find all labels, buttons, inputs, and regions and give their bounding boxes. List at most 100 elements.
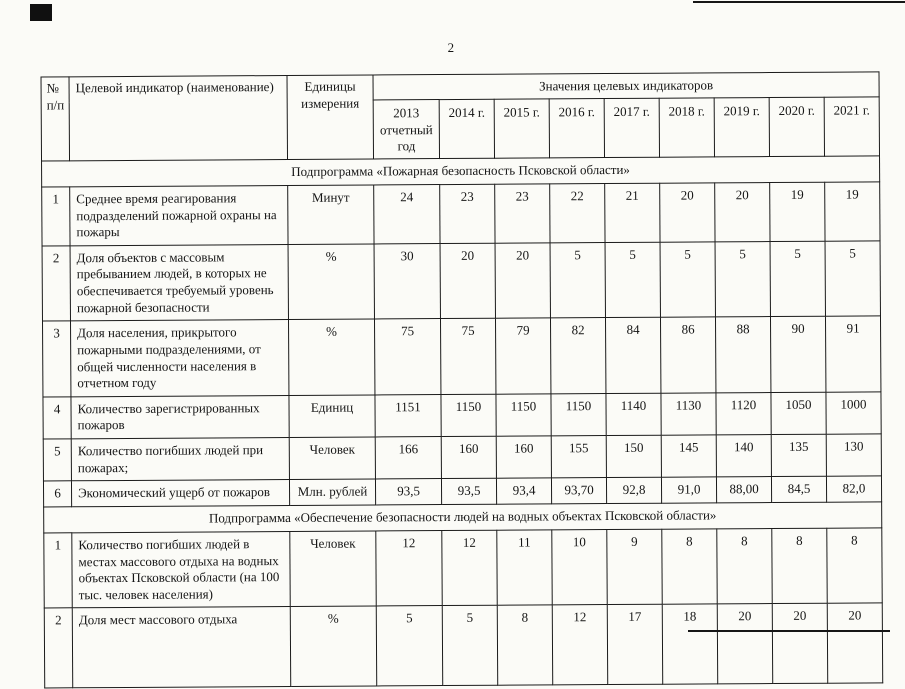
cell-row-number: 5 (43, 438, 72, 482)
cell-units: % (290, 606, 377, 687)
cell-year-value: 5 (715, 241, 771, 318)
cell-year-value: 150 (606, 435, 662, 478)
col-header-year-2020: 2020 г. (769, 97, 825, 157)
cell-year-value: 93,70 (551, 477, 607, 504)
cell-year-value: 22 (549, 183, 606, 243)
cell-year-value: 166 (375, 436, 442, 480)
cell-year-value: 75 (374, 318, 441, 395)
cell-year-value: 5 (442, 605, 498, 686)
scan-artifact-line-top (693, 1, 905, 3)
cell-year-value: 155 (551, 435, 607, 479)
cell-year-value: 1000 (825, 391, 882, 435)
col-header-year-2021: 2021 г. (824, 96, 880, 157)
cell-year-value: 8 (716, 528, 773, 605)
col-header-year-2014: 2014 г. (439, 99, 495, 159)
table-row: 4 Количество зарегистрированных пожаров Ед… (42, 391, 882, 439)
cell-row-number: 1 (43, 532, 73, 609)
cell-year-value: 12 (441, 530, 498, 606)
col-header-year-2015: 2015 г. (494, 98, 550, 159)
cell-row-number: 2 (42, 245, 71, 322)
cell-year-value: 86 (660, 317, 716, 393)
cell-year-value: 92,8 (606, 477, 662, 504)
cell-year-value: 1050 (770, 391, 827, 435)
cell-indicator-name: Количество погибших людей в местах массо… (71, 531, 291, 609)
cell-year-value: 8 (826, 527, 883, 604)
cell-year-value: 9 (606, 529, 663, 605)
cell-year-value: 93,4 (496, 478, 552, 505)
cell-year-value: 24 (373, 184, 441, 244)
page-number: 2 (447, 39, 455, 56)
cell-indicator-name: Экономический ущерб от пожаров (71, 479, 290, 507)
cell-year-value: 5 (825, 240, 881, 317)
cell-row-number: 2 (44, 608, 73, 689)
cell-row-number: 4 (42, 396, 72, 439)
cell-year-value: 140 (716, 434, 772, 478)
cell-year-value: 93,5 (441, 478, 497, 505)
indicators-table: № п/п Целевой индикатор (наименование) Е… (41, 71, 884, 689)
cell-year-value: 1150 (550, 393, 607, 436)
cell-year-value: 1151 (374, 394, 442, 437)
cell-year-value: 8 (497, 605, 553, 686)
table-row: 5 Количество погибших людей при пожарах; Ч… (43, 433, 882, 482)
cell-year-value: 11 (496, 529, 553, 606)
cell-year-value: 82,0 (826, 476, 882, 503)
cell-year-value: 90 (770, 316, 826, 393)
col-header-year-2017: 2017 г. (604, 98, 660, 158)
table-row: 2 Доля объектов с массовым пребыванием лю… (42, 240, 881, 322)
cell-row-number: 6 (43, 481, 72, 507)
cell-units: Человек (289, 530, 377, 607)
cell-year-value: 79 (495, 318, 551, 394)
cell-year-value: 18 (662, 604, 718, 685)
cell-year-value: 12 (375, 530, 443, 607)
cell-units: % (288, 319, 375, 396)
cell-year-value: 1150 (495, 393, 552, 437)
cell-year-value: 20 (717, 603, 773, 685)
cell-year-value: 145 (661, 434, 717, 478)
cell-year-value: 130 (826, 433, 882, 477)
cell-year-value: 30 (374, 243, 441, 320)
cell-year-value: 19 (769, 182, 826, 242)
col-header-indicator: Целевой индикатор (наименование) (69, 75, 288, 161)
cell-year-value: 20 (440, 242, 496, 319)
cell-indicator-name: Количество зарегистрированных пожаров (70, 395, 290, 439)
scan-artifact-line-bottom (688, 630, 890, 632)
cell-year-value: 20 (772, 603, 828, 684)
cell-year-value: 12 (552, 604, 608, 686)
cell-units: Млн. рублей (289, 479, 376, 506)
col-header-year-2018: 2018 г. (659, 97, 715, 158)
cell-units: % (288, 243, 375, 320)
col-header-year-2016: 2016 г. (549, 98, 605, 158)
scanned-document-page: { "page": { "number": "2" }, "colors": {… (30, 1, 905, 689)
cell-year-value: 75 (440, 318, 496, 395)
cell-year-value: 1120 (715, 392, 772, 435)
cell-year-value: 8 (661, 528, 718, 605)
col-header-values-group: Значения целевых индикаторов (373, 71, 880, 100)
cell-year-value: 23 (494, 183, 551, 243)
cell-year-value: 160 (441, 436, 497, 479)
cell-year-value: 1140 (605, 392, 662, 436)
cell-year-value: 23 (439, 184, 496, 244)
cell-year-value: 21 (604, 183, 661, 243)
cell-year-value: 19 (824, 181, 881, 241)
cell-units: Человек (289, 436, 376, 480)
cell-year-value: 5 (550, 242, 606, 319)
cell-year-value: 160 (496, 435, 552, 479)
cell-year-value: 20 (714, 182, 771, 242)
cell-year-value: 84 (605, 317, 661, 394)
col-header-year-2019: 2019 г. (714, 97, 770, 157)
cell-year-value: 91,0 (661, 477, 717, 504)
cell-year-value: 10 (551, 529, 608, 606)
cell-year-value: 8 (771, 528, 828, 604)
scan-artifact-square (30, 4, 52, 21)
cell-year-value: 20 (827, 603, 883, 684)
cell-year-value: 20 (659, 182, 716, 242)
cell-indicator-name: Среднее время реагирования подразделений… (69, 185, 289, 246)
cell-year-value: 5 (605, 241, 661, 318)
cell-year-value: 1150 (440, 393, 497, 437)
cell-year-value: 84,5 (771, 476, 827, 503)
cell-year-value: 135 (771, 434, 827, 477)
cell-indicator-name: Доля населения, прикрытого пожарными под… (70, 319, 289, 397)
cell-year-value: 91 (825, 316, 881, 392)
cell-year-value: 5 (660, 241, 716, 318)
cell-year-value: 93,5 (375, 478, 442, 505)
